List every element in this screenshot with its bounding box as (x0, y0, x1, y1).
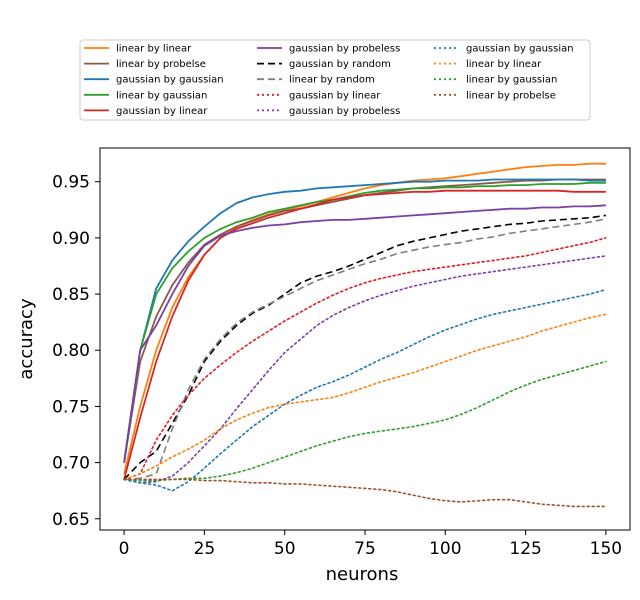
y-tick-label: 0.80 (52, 341, 90, 361)
y-tick-label: 0.75 (52, 397, 90, 417)
legend-label-gaussian-by-probeless: gaussian by probeless (289, 44, 400, 55)
legend-label-gaussian-by-random: gaussian by random (289, 59, 391, 70)
series-line-gaussian-by-linear-solid (123, 189, 606, 480)
y-tick-label: 0.90 (52, 229, 90, 249)
legend-label-gaussian-by-linear: gaussian by linear (289, 90, 381, 101)
legend-label-gaussian-by-linear: gaussian by linear (116, 106, 208, 117)
series-line-linear-by-gaussian-solid (123, 181, 606, 463)
series-line-linear-by-probelse-dotted (123, 478, 607, 508)
legend-label-gaussian-by-probeless: gaussian by probeless (289, 106, 400, 117)
legend-label-linear-by-probelse: linear by probelse (466, 90, 556, 101)
x-tick-label: 75 (354, 539, 376, 559)
legend-label-gaussian-by-gaussian: gaussian by gaussian (116, 75, 224, 86)
y-tick-label: 0.70 (52, 454, 90, 474)
x-tick-label: 50 (274, 539, 296, 559)
x-tick-label: 100 (429, 539, 461, 559)
plot-area: 0 25 50 75 100 125 150 0.65 0.70 0.75 0.80 0.85 0.9… (52, 147, 631, 559)
legend-label-linear-by-random: linear by random (289, 75, 375, 86)
series-line-gaussian-by-random-dashed (123, 214, 607, 480)
legend-label-linear-by-linear: linear by linear (466, 59, 542, 70)
y-tick-label: 0.65 (52, 510, 90, 530)
y-tick-label: 0.85 (52, 285, 90, 305)
x-tick-label: 125 (509, 539, 541, 559)
series-line-gaussian-by-probeless-solid (123, 204, 606, 463)
legend-label-linear-by-gaussian: linear by gaussian (466, 75, 557, 86)
x-axis-title: neurons (326, 564, 399, 585)
series-line-gaussian-by-linear-dotted (123, 237, 607, 481)
x-tick-label: 0 (119, 539, 130, 559)
legend-label-linear-by-linear: linear by linear (116, 44, 192, 55)
y-tick-label: 0.95 (52, 173, 90, 193)
y-axis-title: accuracy (16, 298, 37, 380)
series-line-linear-by-linear-dotted (123, 313, 607, 481)
series-line-gaussian-by-gaussian-dotted (123, 288, 607, 492)
legend: linear by linear linear by probelse gaussi… (79, 39, 591, 121)
series-line-linear-by-gaussian-dotted (123, 360, 607, 482)
x-tick-label: 25 (194, 539, 216, 559)
series-line-gaussian-by-gaussian-solid (123, 178, 606, 463)
series-line-linear-by-random-dashed (124, 218, 607, 481)
legend-label-linear-by-probelse: linear by probelse (116, 59, 206, 70)
legend-frame (79, 39, 591, 121)
legend-label-gaussian-by-gaussian: gaussian by gaussian (466, 44, 574, 55)
x-tick-label: 150 (590, 539, 622, 559)
series-line-gaussian-by-probeless-dotted (123, 255, 607, 484)
legend-label-linear-by-gaussian: linear by gaussian (116, 90, 207, 101)
